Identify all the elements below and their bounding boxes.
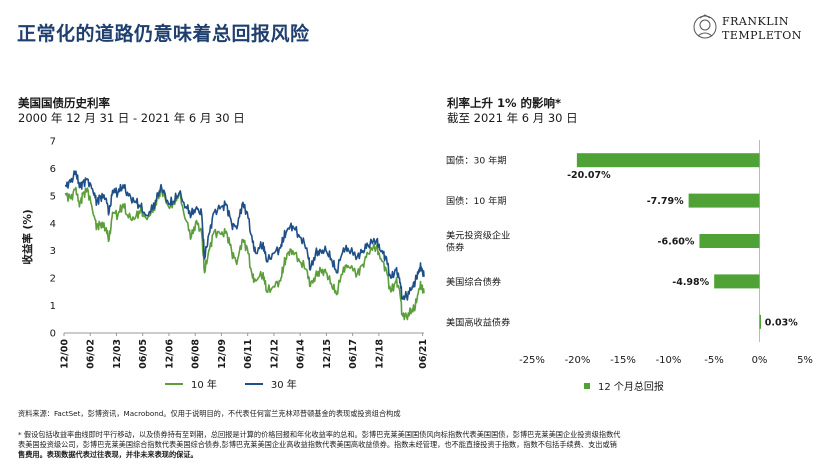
- y-tick-label: 3: [50, 246, 56, 257]
- left-chart-subtitle: 2000 年 12 月 31 日 - 2021 年 6 月 30 日: [18, 111, 245, 125]
- x-tick-label: 06/05: [138, 339, 149, 369]
- x-tick-label: 06/02: [86, 339, 97, 369]
- legend-label-30y: 30 年: [270, 380, 297, 391]
- y-tick-label: 7: [50, 137, 56, 148]
- x-tick-label: 0%: [752, 355, 768, 366]
- legend-label-total-return: 12 个月总回报: [598, 382, 664, 393]
- legend-swatch-30y: [244, 382, 263, 385]
- bar-value-label: 0.03%: [765, 317, 798, 328]
- logo-line2: TEMPLETON: [722, 29, 802, 42]
- legend-item-30y: 30 年: [244, 376, 297, 391]
- y-tick-label: 0: [50, 329, 56, 340]
- category-label: 国债：30 年期: [446, 155, 507, 167]
- x-tick-label: -20%: [565, 355, 591, 366]
- right-chart-title: 利率上升 1% 的影响*: [447, 96, 562, 110]
- x-tick-label: 06/08: [191, 339, 202, 369]
- rate-rise-impact-bar-chart: 国债：30 年期 -20.07% 国债：10 年期 -7.79% 美元投资级企业债券 -6…: [446, 140, 813, 366]
- x-tick-label: 06/17: [348, 339, 359, 369]
- disclaimer-line-2: 表美国投资级公司，彭博巴克莱美国综合指数代表美国综合债券,彭博巴克莱美国企业高收…: [18, 440, 617, 449]
- y-tick-label: 1: [50, 301, 56, 312]
- franklin-templeton-logo: FRANKLIN TEMPLETON: [692, 14, 817, 46]
- x-tick-label: 06/21: [418, 339, 429, 369]
- y-tick-label: 4: [50, 219, 56, 230]
- bar: [576, 153, 760, 168]
- x-tick-label: 06/11: [243, 339, 254, 369]
- legend-item-10y: 10 年: [165, 376, 217, 391]
- bar-value-label: -6.60%: [658, 237, 695, 248]
- series-line-30y: [64, 170, 425, 301]
- x-tick-label: -25%: [519, 355, 545, 366]
- x-tick-label: 12/09: [217, 339, 228, 369]
- legend-item-total-return: 12 个月总回报: [584, 378, 664, 393]
- bar: [714, 274, 760, 289]
- x-tick-label: 12/06: [164, 339, 175, 369]
- x-tick-label: 12/03: [112, 339, 123, 369]
- disclaimer-note: * 假设包括收益率曲线即时平行移动，以及债券持有至到期，总回报是计算的价格回报和…: [18, 430, 818, 460]
- bar-value-label: -7.79%: [647, 196, 684, 207]
- source-note: 资料来源：FactSet，彭博资讯，Macrobond。仅用于说明目的，不代表任…: [18, 409, 401, 418]
- bar: [699, 234, 760, 248]
- disclaimer-line-3: 售费用。表现数据代表过往表现，并非未来表现的保证。: [18, 450, 198, 459]
- line-chart-legend: 10 年 30 年: [165, 376, 325, 391]
- x-tick-label: 12/00: [60, 339, 71, 369]
- y-tick-label: 6: [50, 164, 56, 175]
- left-chart-title: 美国国债历史利率: [18, 96, 110, 110]
- x-tick-label: -10%: [656, 355, 682, 366]
- legend-swatch-10y: [165, 382, 183, 385]
- category-label: 美国综合债券: [446, 276, 501, 288]
- page-title: 正常化的道路仍意味着总回报风险: [17, 23, 310, 45]
- x-tick-label: -15%: [610, 355, 636, 366]
- x-tick-label: -5%: [704, 355, 723, 366]
- legend-label-10y: 10 年: [191, 380, 217, 391]
- category-label: 美国高收益债券: [446, 316, 510, 328]
- right-chart-subtitle: 截至 2021 年 6 月 30 日: [447, 111, 578, 125]
- bar-chart-legend: 12 个月总回报: [584, 378, 692, 393]
- category-label: 美元投资级企业债券: [446, 230, 510, 254]
- x-tick-label: 12/12: [269, 339, 280, 369]
- seal-icon: [693, 14, 717, 39]
- treasury-yield-line-chart: 0 1 2 3 4 5 6 7 收益率 (%) 12/00 06/02 12/03 06/05 12/06…: [21, 137, 429, 369]
- y-tick-label: 2: [50, 274, 56, 285]
- disclaimer-line-1: * 假设包括收益率曲线即时平行移动，以及债券持有至到期，总回报是计算的价格回报和…: [18, 430, 621, 439]
- bar-value-label: -4.98%: [672, 277, 709, 288]
- legend-swatch-total-return: [584, 382, 590, 389]
- bar: [759, 314, 761, 329]
- x-tick-label: 06/14: [296, 339, 307, 369]
- x-tick-label: 12/18: [374, 339, 385, 369]
- logo-line1: FRANKLIN: [722, 15, 789, 28]
- x-tick-label: 12/15: [322, 339, 333, 369]
- bar-value-label: -20.07%: [567, 170, 611, 181]
- y-axis-label: 收益率 (%): [21, 209, 34, 264]
- y-tick-label: 5: [50, 191, 56, 202]
- category-label: 国债：10 年期: [446, 195, 507, 207]
- bar: [688, 193, 760, 208]
- x-tick-label: 5%: [797, 355, 813, 366]
